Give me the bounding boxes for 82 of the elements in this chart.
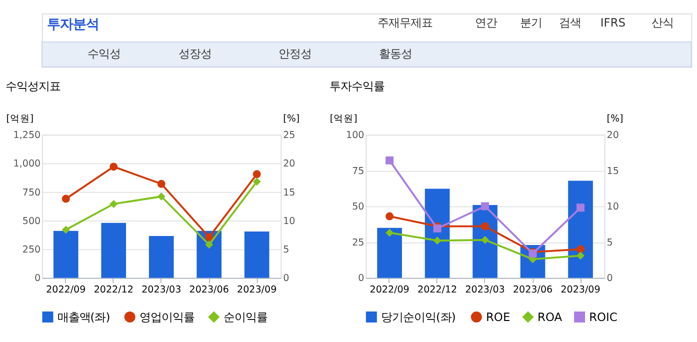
y2-tick-label: 15 [283,187,296,198]
point [252,170,261,178]
y2-tick-label: 5 [606,237,613,248]
y2-tick-label: 15 [606,166,619,177]
bar [568,180,593,278]
y-axis-title: [억원] [6,114,34,125]
point [576,252,585,260]
y-tick-label: 1,000 [13,158,41,170]
x-tick-label: 2023/06 [512,284,553,296]
point [576,245,585,254]
point [481,222,490,230]
text: 수익성 [88,46,121,60]
x-tick-label: 2023/06 [189,284,229,296]
x-tick-label: 2022/09 [370,284,410,296]
point [205,233,214,242]
text: 검색 [559,16,582,30]
y2-tick-label: 10 [606,202,619,213]
legend-label: ROIC [589,310,618,324]
x-tick-label: 2022/09 [46,284,86,296]
y-tick-label: 75 [352,166,364,177]
text: 성장성 [178,46,212,60]
y-tick-label: 0 [34,273,41,284]
y-tick-label: 250 [22,244,41,256]
y-tick-label: 25 [352,237,364,248]
point [62,226,70,234]
point [110,200,118,208]
y-tick-label: 750 [22,187,41,198]
y2-axis-title: [%] [606,114,624,125]
text: 안정성 [278,46,312,60]
point [157,180,166,188]
bar [377,228,402,278]
bar [101,222,126,278]
text: 연간 [474,16,497,30]
legend-label: 순이익률 [223,310,268,324]
text: 활동성 [378,46,412,60]
point [62,194,70,203]
legend-label: 당기순이익(좌) [380,310,456,324]
text: 분기 [520,16,542,30]
legend-label: 매출액(좌) [57,310,110,324]
y2-tick-label: 5 [283,244,290,256]
point [157,192,166,200]
text: IFRS [600,16,626,30]
point [481,236,490,244]
point [386,228,394,237]
text: 투자분석 [46,18,99,33]
x-tick-label: 2023/03 [142,284,182,296]
point [433,236,442,245]
y-tick-label: 500 [22,216,41,227]
y2-tick-label: 0 [283,273,290,284]
x-tick-label: 2023/09 [237,284,277,296]
point [110,162,118,171]
bar [53,230,78,278]
x-tick-label: 2022/12 [94,284,134,296]
point [205,240,214,249]
y2-tick-label: 10 [283,216,296,227]
chart-title: 수익성지표 [6,78,61,93]
text: 주재무제표 [377,16,432,30]
legend-label: ROE [486,310,510,324]
x-tick-label: 2023/03 [465,284,505,296]
y2-tick-label: 25 [283,130,296,141]
bar [148,236,174,278]
x-tick-label: 2023/09 [560,284,600,296]
x-tick-label: 2022/12 [417,284,458,296]
y-tick-label: 100 [346,130,364,141]
y2-tick-label: 0 [606,273,613,284]
point [386,212,394,220]
legend-label: 영업이익률 [139,310,194,324]
legend-label: ROA [538,310,562,324]
chart-title: 투자수익률 [329,78,384,93]
y2-tick-label: 20 [283,158,296,170]
point [481,202,490,210]
y-tick-label: 0 [358,273,364,284]
point [576,204,585,212]
bar [244,231,270,278]
point [386,156,394,164]
text: 산식 [652,16,674,30]
y-tick-label: 50 [352,202,364,213]
y-axis-title: [억원] [330,114,358,125]
y-tick-label: 1,250 [13,130,41,141]
y2-tick-label: 20 [606,130,619,141]
point [252,178,261,186]
y2-axis-title: [%] [283,114,300,125]
